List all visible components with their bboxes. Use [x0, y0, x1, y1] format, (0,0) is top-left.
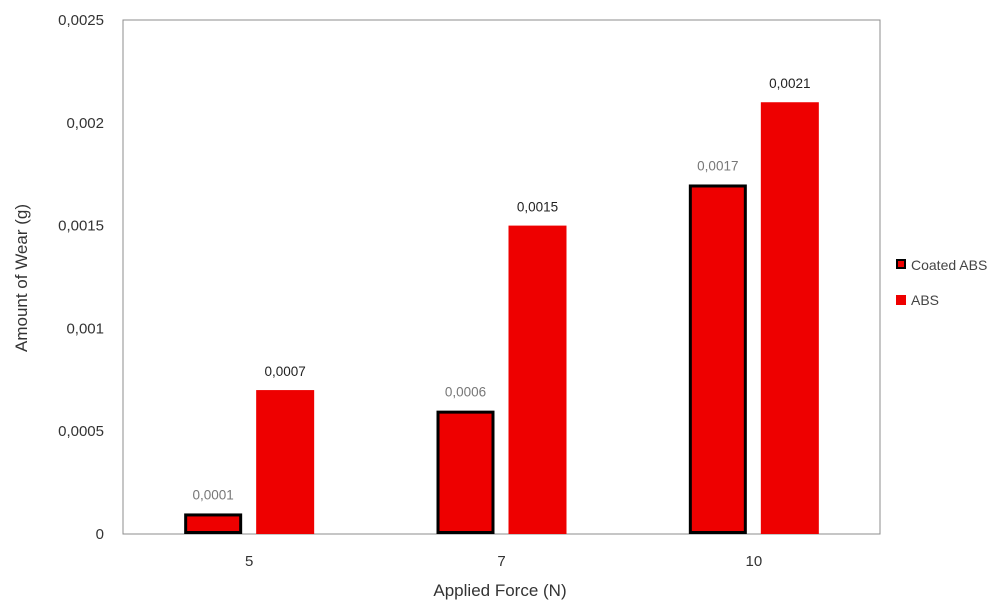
legend-swatch — [896, 259, 906, 269]
legend-label: Coated ABS — [911, 257, 987, 273]
x-tick-label: 7 — [497, 553, 505, 570]
plot-area — [122, 19, 881, 535]
y-tick-label: 0,0005 — [58, 423, 104, 440]
y-tick-label: 0,0025 — [58, 12, 104, 29]
x-tick-label: 5 — [245, 553, 253, 570]
data-label: 0,0015 — [517, 200, 558, 215]
x-axis: 5 7 10 — [245, 553, 762, 570]
data-label: 0,0001 — [193, 487, 234, 502]
y-axis: 0 0,0005 0,001 0,0015 0,002 0,0025 — [58, 12, 104, 543]
bar-abs-5 — [256, 390, 315, 534]
plot-border — [122, 19, 881, 535]
data-labels: 0,0001 0,0007 0,0006 0,0015 0,0017 0,0021 — [193, 76, 811, 502]
y-tick-label: 0,0015 — [58, 218, 104, 235]
data-label: 0,0017 — [697, 158, 738, 173]
data-label: 0,0006 — [445, 385, 486, 400]
y-axis-title: Amount of Wear (g) — [12, 204, 31, 352]
bar-coated-abs-10 — [688, 184, 747, 534]
legend: Coated ABS ABS — [896, 257, 987, 308]
bar-coated-abs-5 — [184, 513, 243, 535]
bar-coated-abs-7 — [436, 410, 495, 535]
y-tick-label: 0,002 — [66, 115, 104, 132]
x-tick-label: 10 — [745, 553, 762, 570]
y-tick-label: 0 — [96, 526, 104, 543]
data-label: 0,0007 — [265, 364, 306, 379]
bar-abs-7 — [508, 225, 567, 534]
x-axis-title: Applied Force (N) — [433, 581, 566, 600]
bar-abs-10 — [760, 102, 819, 535]
legend-label: ABS — [911, 292, 939, 308]
data-label: 0,0021 — [769, 76, 810, 91]
bars — [184, 102, 819, 535]
y-tick-label: 0,001 — [66, 320, 104, 337]
legend-swatch — [896, 295, 906, 305]
